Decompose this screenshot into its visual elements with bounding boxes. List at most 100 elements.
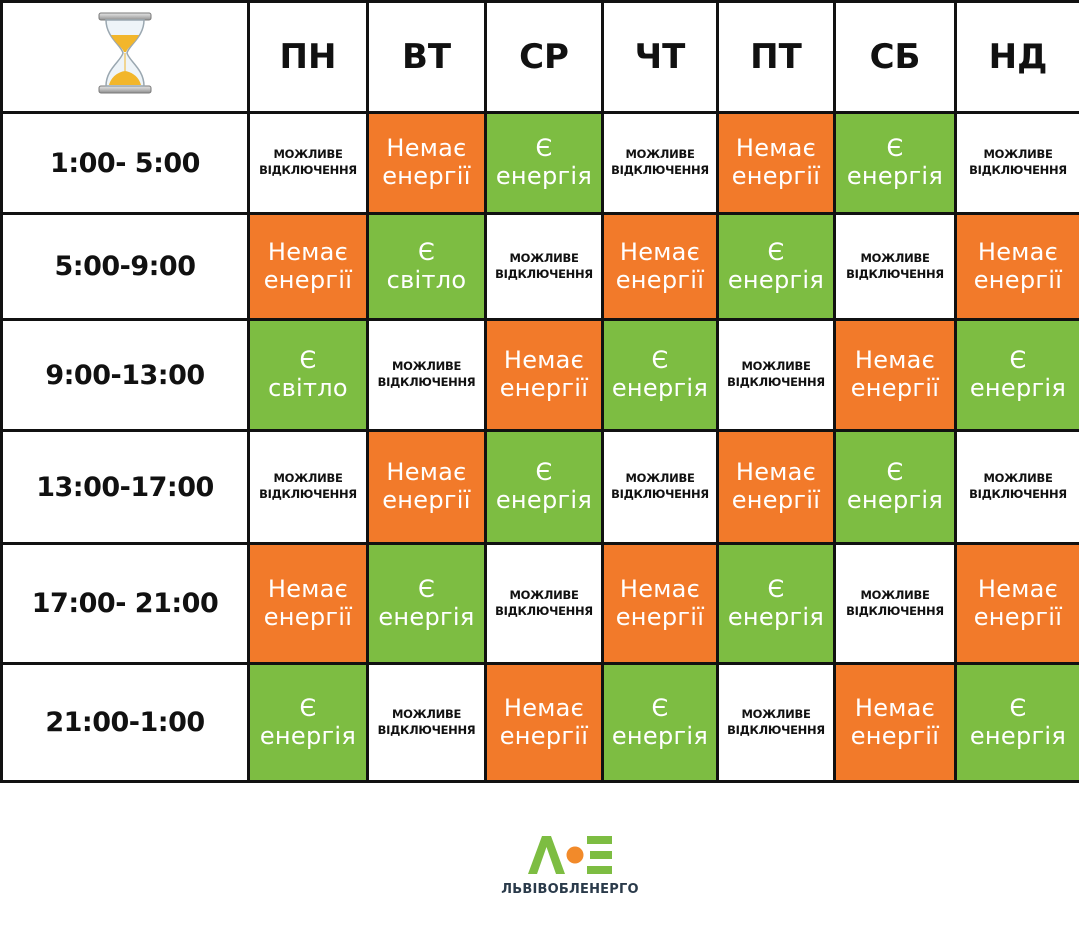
- status-line-1: МОЖЛИВЕ: [741, 706, 811, 721]
- time-slot-label: 21:00-1:00: [0, 662, 250, 783]
- status-line-1: Є: [886, 458, 904, 487]
- time-slot-label: 13:00-17:00: [0, 429, 250, 545]
- status-cell-possible-outage: МОЖЛИВЕ ВІДКЛЮЧЕННЯ: [366, 318, 487, 432]
- status-line-1: Немає: [854, 693, 936, 722]
- status-cell-no-power: Немає енергії: [833, 318, 957, 432]
- status-line-1: Немає: [619, 237, 701, 266]
- status-cell-possible-outage: МОЖЛИВЕ ВІДКЛЮЧЕННЯ: [601, 111, 719, 215]
- day-header-sat: СБ: [833, 0, 957, 114]
- day-header-thu: ЧТ: [601, 0, 719, 114]
- status-line-1: Немає: [619, 574, 701, 603]
- status-line-2: енергії: [973, 265, 1063, 294]
- status-cell-no-power: Немає енергії: [484, 318, 604, 432]
- status-line-1: МОЖЛИВЕ: [273, 471, 343, 486]
- status-cell-no-power: Немає енергії: [716, 429, 836, 545]
- status-line-1: Немає: [386, 458, 467, 487]
- status-line-2: енергії: [731, 162, 821, 190]
- company-logo: ЛЬВІВОБЛЕНЕРГО: [490, 832, 650, 912]
- day-header-wed: СР: [484, 0, 604, 114]
- status-line-1: Є: [535, 134, 553, 163]
- status-line-1: Є: [417, 237, 436, 266]
- status-line-1: Немає: [854, 346, 936, 375]
- status-cell-possible-outage: МОЖЛИВЕ ВІДКЛЮЧЕННЯ: [716, 662, 836, 783]
- status-line-2: ВІДКЛЮЧЕННЯ: [969, 487, 1067, 501]
- time-slot-label: 1:00- 5:00: [0, 111, 250, 215]
- status-cell-no-power: Немає енергії: [366, 429, 487, 545]
- day-header-mon: ПН: [247, 0, 369, 114]
- status-line-1: Є: [767, 574, 785, 603]
- status-line-2: енергія: [378, 602, 475, 631]
- status-line-2: ВІДКЛЮЧЕННЯ: [611, 163, 709, 177]
- status-line-1: Немає: [503, 346, 585, 375]
- status-line-1: Немає: [735, 134, 817, 163]
- status-cell-possible-outage: МОЖЛИВЕ ВІДКЛЮЧЕННЯ: [247, 111, 369, 215]
- logo-brand-text: ЛЬВІВОБЛЕНЕРГО: [501, 882, 639, 897]
- status-line-2: енергії: [263, 265, 353, 294]
- time-slot-label: 17:00- 21:00: [0, 542, 250, 665]
- status-line-1: Немає: [503, 693, 585, 722]
- status-line-2: ВІДКЛЮЧЕННЯ: [846, 266, 944, 281]
- status-line-2: енергії: [731, 486, 821, 514]
- status-line-2: ВІДКЛЮЧЕННЯ: [611, 487, 709, 501]
- time-slot-label: 9:00-13:00: [0, 318, 250, 432]
- day-header-sun: НД: [954, 0, 1079, 114]
- status-line-2: енергія: [969, 721, 1067, 750]
- loe-logo-icon: [490, 832, 650, 878]
- status-line-1: МОЖЛИВЕ: [625, 471, 695, 486]
- status-line-2: енергії: [973, 602, 1063, 631]
- status-cell-no-power: Немає енергії: [716, 111, 836, 215]
- status-line-2: енергії: [850, 721, 940, 750]
- status-line-2: світло: [386, 265, 467, 294]
- header-row: ПН ВТ СР ЧТ ПТ СБ НД: [0, 0, 1079, 114]
- status-line-2: ВІДКЛЮЧЕННЯ: [846, 603, 944, 618]
- status-line-1: Немає: [735, 458, 817, 487]
- schedule-row: 1:00- 5:00 МОЖЛИВЕ ВІДКЛЮЧЕННЯ Немає енергії…: [0, 111, 1079, 215]
- status-line-2: енергія: [611, 721, 709, 750]
- status-line-2: ВІДКЛЮЧЕННЯ: [377, 375, 476, 389]
- status-line-1: Є: [299, 693, 317, 722]
- status-line-1: МОЖЛИВЕ: [392, 706, 461, 721]
- status-line-2: енергії: [499, 374, 589, 402]
- status-cell-no-power: Немає енергії: [601, 212, 719, 321]
- status-line-2: ВІДКЛЮЧЕННЯ: [495, 603, 593, 618]
- status-line-1: МОЖЛИВЕ: [509, 587, 579, 602]
- status-line-2: енергія: [495, 486, 593, 514]
- status-line-2: енергія: [611, 374, 709, 402]
- day-header-tue: ВТ: [366, 0, 487, 114]
- outage-schedule-table: ПН ВТ СР ЧТ ПТ СБ НД 1:00- 5:00 МОЖЛИВЕ ВІ…: [0, 0, 1079, 783]
- status-cell-no-power: Немає енергії: [601, 542, 719, 665]
- status-cell-possible-outage: МОЖЛИВЕ ВІДКЛЮЧЕННЯ: [484, 542, 604, 665]
- status-line-2: ВІДКЛЮЧЕННЯ: [969, 163, 1067, 177]
- status-line-2: енергія: [846, 162, 944, 190]
- status-line-1: Є: [767, 237, 785, 266]
- status-cell-possible-outage: МОЖЛИВЕ ВІДКЛЮЧЕННЯ: [833, 542, 957, 665]
- status-line-2: енергія: [846, 486, 944, 514]
- day-header-fri: ПТ: [716, 0, 836, 114]
- schedule-row: 13:00-17:00 МОЖЛИВЕ ВІДКЛЮЧЕННЯ Немає енергі…: [0, 429, 1079, 545]
- status-cell-possible-outage: МОЖЛИВЕ ВІДКЛЮЧЕННЯ: [954, 429, 1079, 545]
- status-line-2: енергії: [615, 602, 705, 631]
- status-line-1: Немає: [267, 574, 349, 603]
- status-line-2: енергія: [727, 265, 825, 294]
- status-cell-no-power: Немає енергії: [954, 212, 1079, 321]
- status-cell-possible-outage: МОЖЛИВЕ ВІДКЛЮЧЕННЯ: [716, 318, 836, 432]
- status-line-2: ВІДКЛЮЧЕННЯ: [495, 266, 593, 281]
- status-line-2: ВІДКЛЮЧЕННЯ: [727, 375, 825, 389]
- status-line-2: енергія: [727, 602, 825, 631]
- status-line-1: Є: [299, 346, 317, 375]
- status-line-1: МОЖЛИВЕ: [273, 147, 343, 162]
- status-line-2: енергії: [850, 374, 940, 402]
- status-cell-no-power: Немає енергії: [247, 212, 369, 321]
- status-cell-no-power: Немає енергії: [366, 111, 487, 215]
- status-line-2: ВІДКЛЮЧЕННЯ: [727, 722, 825, 737]
- status-line-1: Є: [651, 693, 669, 722]
- time-slot-label: 5:00-9:00: [0, 212, 250, 321]
